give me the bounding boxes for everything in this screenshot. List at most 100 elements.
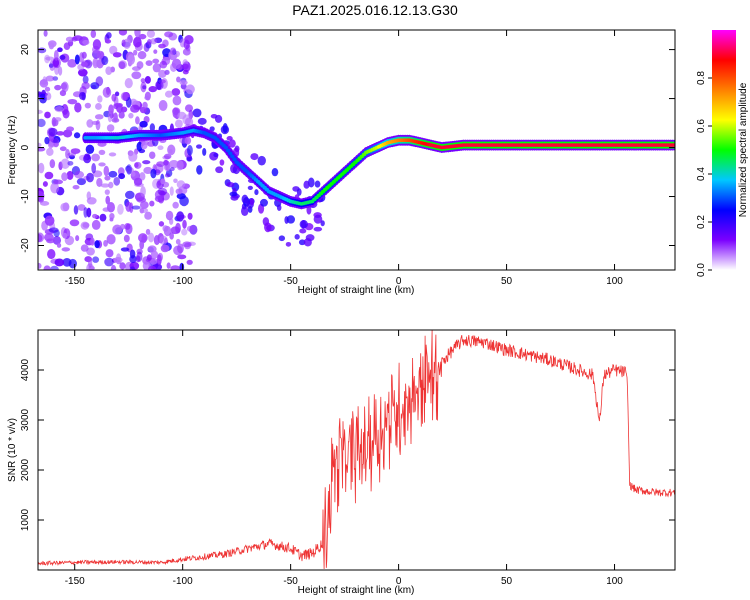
noise-blob [61, 172, 68, 182]
snr-y-tick-label: 3000 [20, 408, 31, 431]
noise-blob [62, 109, 70, 119]
noise-blob [129, 255, 137, 264]
noise-blob [60, 82, 68, 90]
noise-blob [94, 114, 104, 120]
noise-blob [152, 58, 160, 64]
noise-blob [153, 49, 158, 54]
noise-blob [38, 262, 42, 269]
ridge-core [227, 151, 233, 156]
noise-blob [99, 213, 107, 222]
noise-blob [139, 172, 146, 181]
noise-blob [158, 79, 166, 84]
snr-x-tick-label: -50 [283, 576, 298, 587]
noise-blob [148, 265, 157, 270]
noise-blob [90, 237, 95, 246]
noise-blob [136, 61, 144, 69]
noise-blob [38, 47, 47, 54]
spectrogram-x-tick-label: -150 [65, 276, 85, 287]
scatter-blob [286, 215, 296, 224]
scatter-blob [192, 108, 202, 118]
noise-blob [117, 203, 124, 215]
noise-blob [86, 191, 92, 200]
noise-blob [176, 211, 185, 222]
scatter-blob [299, 220, 308, 229]
noise-blob [38, 233, 43, 243]
noise-blob [52, 235, 62, 245]
noise-blob [144, 75, 151, 84]
noise-blob [138, 233, 148, 243]
noise-blob [144, 211, 152, 220]
scatter-blob [219, 159, 225, 166]
noise-blob [56, 131, 65, 136]
scatter-blob [314, 180, 321, 188]
noise-blob [75, 235, 80, 242]
noise-blob [169, 186, 174, 196]
spectrogram-y-tick-label: -10 [20, 189, 31, 204]
snr-x-tick-label: 100 [606, 576, 623, 587]
noise-blob [156, 161, 165, 168]
scatter-blob [276, 204, 282, 211]
noise-blob [146, 254, 152, 261]
noise-blob [92, 39, 102, 50]
noise-blob [91, 153, 100, 162]
noise-blob [106, 234, 116, 245]
noise-blob [86, 207, 92, 218]
noise-blob [73, 132, 81, 139]
noise-blob [157, 187, 168, 196]
scatter-blob [215, 166, 224, 174]
noise-blob [118, 61, 126, 70]
noise-blob [169, 232, 174, 240]
noise-blob [67, 59, 77, 68]
noise-blob [175, 188, 183, 195]
noise-blob [175, 222, 181, 234]
noise-blob [131, 71, 142, 80]
noise-blob [131, 205, 141, 210]
noise-blob [168, 160, 179, 169]
noise-blob [148, 86, 157, 93]
scatter-blob [226, 182, 235, 188]
scatter-blob [214, 114, 223, 123]
noise-blob [140, 78, 146, 83]
noise-blob [150, 250, 159, 259]
noise-blob [158, 69, 167, 78]
noise-blob [54, 106, 64, 113]
noise-blob [95, 103, 102, 110]
noise-blob [159, 60, 168, 69]
noise-blob [96, 177, 103, 187]
noise-blob [76, 178, 87, 186]
scatter-blob [303, 180, 310, 189]
noise-blob [126, 164, 132, 175]
noise-blob [74, 170, 85, 179]
noise-blob [38, 162, 45, 174]
noise-blob [186, 259, 193, 265]
noise-blob [104, 189, 110, 195]
ridge-core [230, 154, 235, 159]
colorbar-ticks: 0.0 0.2 0.4 0.6 0.8 [696, 71, 712, 277]
noise-blob [43, 265, 51, 270]
noise-blob [135, 255, 141, 263]
noise-blob [147, 245, 157, 253]
scatter-blob [313, 226, 323, 232]
colorbar-tick-label: 0.4 [696, 167, 707, 181]
noise-blob [127, 54, 136, 65]
noise-blob [125, 190, 135, 200]
noise-blob [80, 221, 90, 230]
noise-blob [139, 207, 145, 214]
scatter-blob [313, 214, 323, 224]
ridge-core [672, 143, 675, 147]
noise-blob [38, 196, 44, 203]
scatter-blob [296, 188, 302, 196]
noise-blob [98, 162, 106, 167]
noise-blob [148, 232, 155, 243]
noise-blob [163, 159, 169, 166]
scatter-blob [278, 235, 286, 242]
noise-blob [91, 163, 97, 174]
scatter-blob [285, 241, 292, 247]
scatter-blob [299, 228, 307, 234]
noise-blob [83, 207, 88, 218]
noise-blob [105, 195, 111, 205]
noise-blob [104, 39, 112, 44]
noise-blob [49, 159, 56, 169]
snr-y-tick-label: 4000 [20, 358, 31, 381]
noise-blob [150, 168, 157, 179]
